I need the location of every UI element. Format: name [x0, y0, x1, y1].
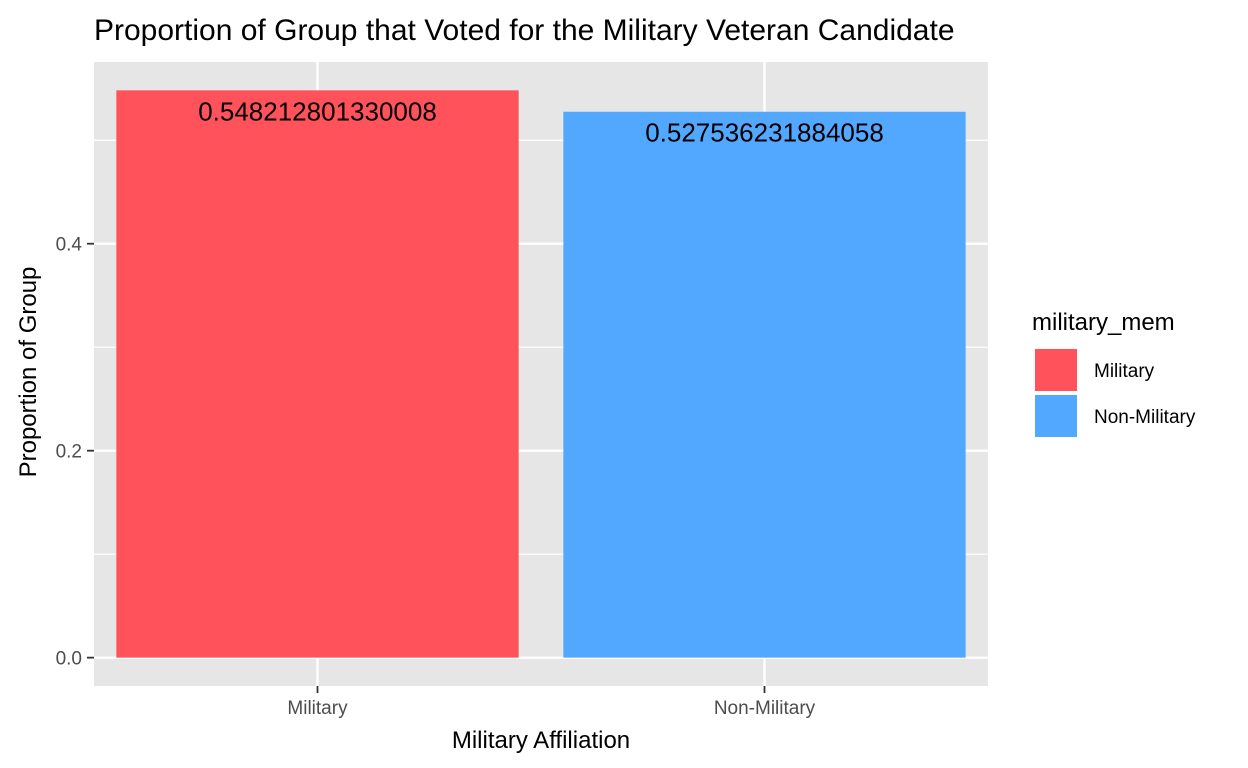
- y-axis: 0.0 0.2 0.4: [56, 235, 94, 670]
- y-tick-label: 0.4: [56, 235, 83, 256]
- x-tick-label: Military: [287, 698, 348, 719]
- y-axis-title: Proportion of Group: [15, 267, 42, 478]
- x-tick-label: Non-Military: [714, 698, 816, 719]
- legend: military_mem Military Non-Military: [1032, 309, 1196, 439]
- bar-military: [116, 90, 519, 658]
- legend-label: Non-Military: [1094, 407, 1196, 428]
- data-label: 0.527536231884058: [645, 118, 884, 148]
- y-tick-label: 0.0: [56, 649, 82, 670]
- plot-panel: 0.548212801330008 0.527536231884058: [94, 62, 988, 686]
- y-tick-label: 0.2: [56, 442, 82, 463]
- data-label: 0.548212801330008: [198, 96, 437, 126]
- legend-label: Military: [1094, 361, 1155, 382]
- x-axis: Military Non-Military: [287, 686, 816, 719]
- chart-title: Proportion of Group that Voted for the M…: [94, 14, 955, 47]
- legend-key: [1033, 347, 1079, 393]
- bar-non-military: [563, 111, 966, 658]
- legend-title: military_mem: [1032, 309, 1175, 336]
- legend-key: [1033, 393, 1079, 439]
- x-axis-title: Military Affiliation: [452, 727, 630, 754]
